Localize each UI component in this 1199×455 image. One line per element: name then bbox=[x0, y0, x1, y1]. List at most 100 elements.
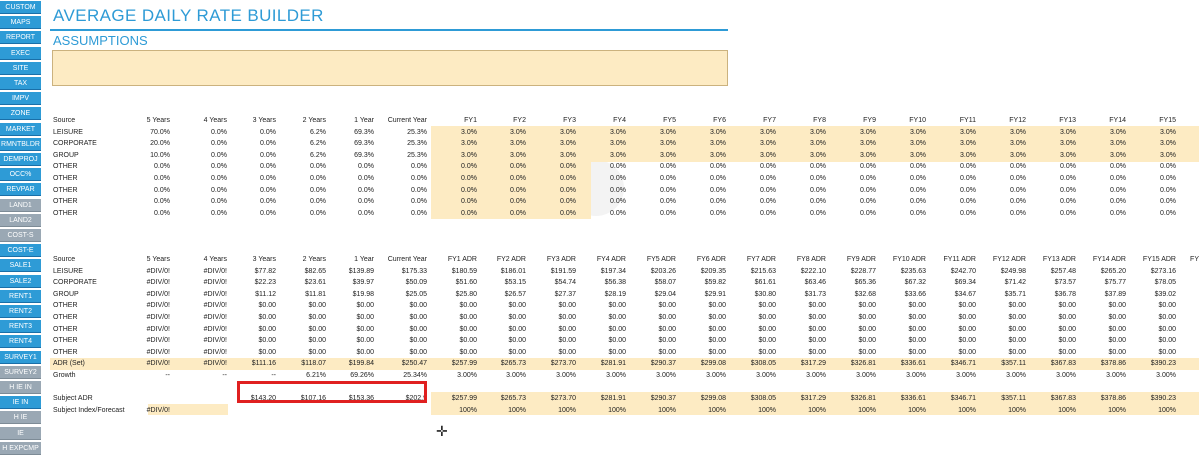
table-cell[interactable]: $336.61 bbox=[900, 395, 926, 403]
table-cell[interactable]: $111.16 bbox=[251, 360, 276, 368]
sidebar-button-land1[interactable]: LAND1 bbox=[0, 198, 41, 212]
table-cell[interactable]: 0.0% bbox=[1110, 163, 1126, 171]
table-cell[interactable]: 0.0% bbox=[260, 128, 276, 136]
sidebar-button-h-expcmp[interactable]: H EXPCMP bbox=[0, 441, 41, 455]
table-cell[interactable]: $19.98 bbox=[352, 290, 374, 298]
table-cell[interactable]: 0.0% bbox=[260, 186, 276, 194]
table-cell[interactable]: $0.00 bbox=[1108, 302, 1126, 310]
table-cell[interactable]: 0.0% bbox=[560, 198, 576, 206]
table-cell[interactable]: #DIV/0! bbox=[203, 290, 227, 298]
table-cell[interactable]: 0.0% bbox=[310, 186, 326, 194]
table-cell[interactable]: $175.33 bbox=[401, 267, 427, 275]
table-cell[interactable]: 0.0% bbox=[1010, 198, 1026, 206]
table-cell[interactable]: 0.0% bbox=[260, 151, 276, 159]
table-cell[interactable]: 0.0% bbox=[260, 140, 276, 148]
table-cell[interactable]: 100% bbox=[508, 406, 526, 414]
table-cell[interactable]: 0.0% bbox=[660, 198, 676, 206]
table-cell[interactable]: 3.00% bbox=[1006, 372, 1026, 379]
table-cell[interactable]: $0.00 bbox=[608, 325, 626, 333]
table-cell[interactable]: $37.89 bbox=[1104, 290, 1126, 298]
table-cell[interactable]: $317.29 bbox=[800, 360, 826, 368]
table-cell[interactable]: $0.00 bbox=[958, 302, 976, 310]
table-cell[interactable]: #DIV/0! bbox=[203, 314, 227, 321]
table-cell[interactable]: 3.0% bbox=[1110, 151, 1126, 159]
table-cell[interactable]: $0.00 bbox=[758, 314, 776, 321]
table-cell[interactable]: $346.71 bbox=[950, 360, 976, 368]
table-cell[interactable]: 0.0% bbox=[960, 163, 976, 171]
table-cell[interactable]: 0.0% bbox=[810, 175, 826, 182]
table-cell[interactable]: $0.00 bbox=[356, 314, 374, 321]
table-cell[interactable]: 25.3% bbox=[407, 151, 427, 159]
table-cell[interactable]: 100% bbox=[658, 406, 676, 414]
table-cell[interactable]: 3.0% bbox=[810, 151, 826, 159]
table-cell[interactable]: $51.60 bbox=[455, 279, 477, 287]
table-cell[interactable]: $186.01 bbox=[500, 267, 526, 275]
table-cell[interactable]: 0.0% bbox=[260, 175, 276, 182]
sidebar-button-h-ie[interactable]: H IE bbox=[0, 411, 41, 425]
table-cell[interactable]: $143.20 bbox=[250, 395, 276, 403]
table-cell[interactable]: 0.0% bbox=[1060, 186, 1076, 194]
table-cell[interactable]: 3.00% bbox=[856, 372, 876, 379]
table-cell[interactable]: #DIV/0! bbox=[146, 302, 170, 310]
table-cell[interactable]: $0.00 bbox=[1058, 348, 1076, 356]
table-cell[interactable]: #DIV/0! bbox=[146, 337, 170, 345]
table-cell[interactable]: 0.0% bbox=[1010, 186, 1026, 194]
table-cell[interactable]: $0.00 bbox=[858, 302, 876, 310]
sidebar-button-h-ie-in[interactable]: H IE IN bbox=[0, 381, 41, 394]
sidebar-button-occ[interactable]: OCC% bbox=[0, 168, 41, 182]
table-cell[interactable]: 0.0% bbox=[1060, 198, 1076, 206]
table-cell[interactable]: $36.78 bbox=[1054, 290, 1076, 298]
table-cell[interactable]: 0.0% bbox=[260, 163, 276, 171]
table-cell[interactable]: #DIV/0! bbox=[146, 279, 170, 287]
table-cell[interactable]: 3.00% bbox=[1106, 372, 1126, 379]
table-cell[interactable]: 3.0% bbox=[910, 151, 926, 159]
table-cell[interactable]: 0.0% bbox=[610, 209, 626, 217]
table-cell[interactable]: 0.0% bbox=[610, 198, 626, 206]
table-cell[interactable]: 0.0% bbox=[760, 163, 776, 171]
table-cell[interactable]: $250.47 bbox=[401, 360, 427, 368]
table-cell[interactable]: 0.0% bbox=[1060, 175, 1076, 182]
table-cell[interactable]: 0.0% bbox=[358, 198, 374, 206]
table-cell[interactable]: 3.0% bbox=[1110, 140, 1126, 148]
table-cell[interactable]: 0.0% bbox=[411, 163, 427, 171]
table-cell[interactable]: 0.0% bbox=[1160, 198, 1176, 206]
table-cell[interactable]: 3.0% bbox=[610, 128, 626, 136]
table-cell[interactable]: $0.00 bbox=[708, 314, 726, 321]
table-cell[interactable]: $22.23 bbox=[254, 279, 276, 287]
table-cell[interactable]: 0.0% bbox=[1160, 209, 1176, 217]
table-cell[interactable]: $0.00 bbox=[558, 348, 576, 356]
table-cell[interactable]: $29.04 bbox=[654, 290, 676, 298]
table-cell[interactable]: 0.0% bbox=[411, 209, 427, 217]
table-cell[interactable]: 0.0% bbox=[358, 163, 374, 171]
table-cell[interactable]: $0.00 bbox=[708, 302, 726, 310]
table-cell[interactable]: $0.00 bbox=[858, 325, 876, 333]
table-cell[interactable]: $367.83 bbox=[1050, 395, 1076, 403]
table-cell[interactable]: $0.00 bbox=[1108, 337, 1126, 345]
table-cell[interactable]: 3.0% bbox=[810, 128, 826, 136]
table-cell[interactable]: $265.73 bbox=[500, 360, 526, 368]
table-cell[interactable]: 0.0% bbox=[710, 198, 726, 206]
table-cell[interactable]: 0.0% bbox=[660, 175, 676, 182]
table-cell[interactable]: $0.00 bbox=[1008, 337, 1026, 345]
table-cell[interactable]: 3.00% bbox=[1156, 372, 1176, 379]
table-cell[interactable]: #DIV/0! bbox=[203, 348, 227, 356]
table-cell[interactable]: $0.00 bbox=[658, 325, 676, 333]
table-cell[interactable]: #DIV/0! bbox=[203, 325, 227, 333]
sidebar-button-tax[interactable]: TAX bbox=[0, 77, 41, 90]
table-cell[interactable]: 0.0% bbox=[960, 198, 976, 206]
table-cell[interactable]: $61.61 bbox=[754, 279, 776, 287]
table-cell[interactable]: $0.00 bbox=[459, 314, 477, 321]
sidebar-button-cost-e[interactable]: COST-E bbox=[0, 244, 41, 258]
table-cell[interactable]: $0.00 bbox=[658, 302, 676, 310]
table-cell[interactable]: $30.80 bbox=[754, 290, 776, 298]
table-cell[interactable]: $39.97 bbox=[352, 279, 374, 287]
table-cell[interactable]: 100% bbox=[608, 406, 626, 414]
table-cell[interactable]: $39.02 bbox=[1154, 290, 1176, 298]
table-cell[interactable]: $0.00 bbox=[1158, 325, 1176, 333]
table-cell[interactable]: $0.00 bbox=[708, 348, 726, 356]
table-cell[interactable]: $0.00 bbox=[608, 348, 626, 356]
table-cell[interactable]: $0.00 bbox=[958, 325, 976, 333]
table-cell[interactable]: 69.3% bbox=[354, 151, 374, 159]
table-cell[interactable]: 3.0% bbox=[810, 140, 826, 148]
table-cell[interactable]: #DIV/0! bbox=[203, 267, 227, 275]
